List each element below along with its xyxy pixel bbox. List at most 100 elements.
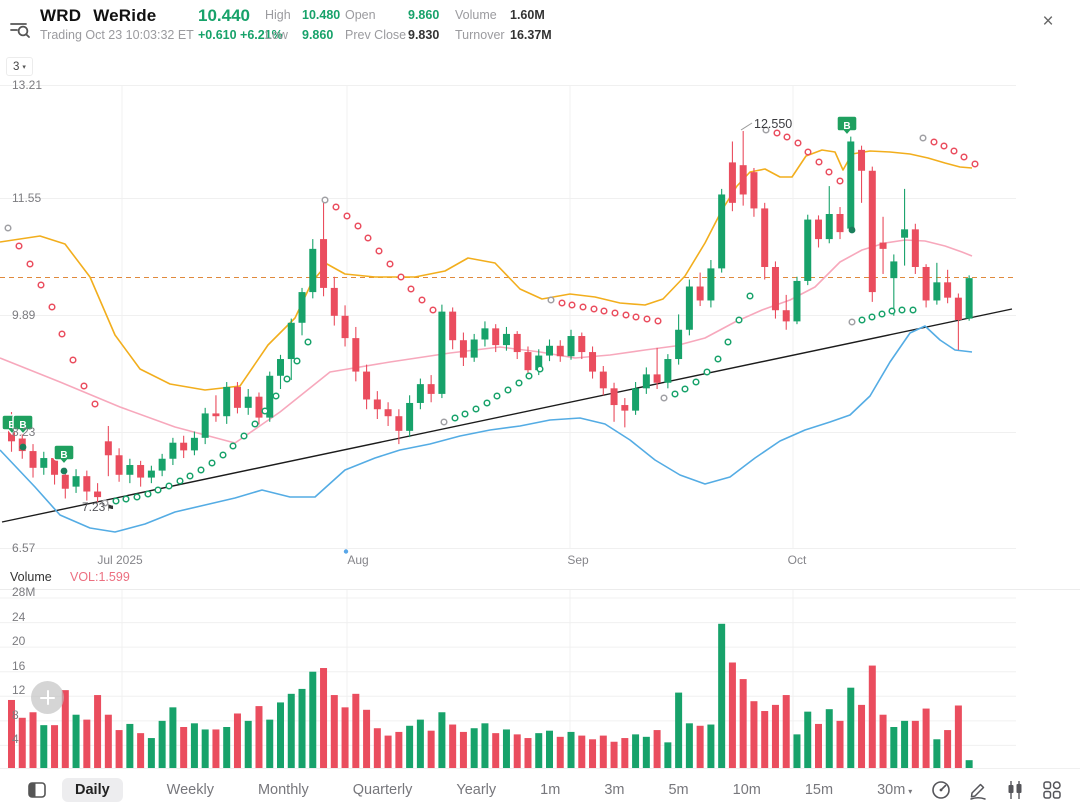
indicator-count-dropdown[interactable]: 3 ▾	[6, 57, 33, 76]
period-tab-yearly[interactable]: Yearly	[456, 782, 497, 798]
candle-body	[535, 355, 543, 371]
candle-body	[728, 162, 736, 203]
candle-body	[653, 374, 661, 383]
sar-dot	[176, 477, 184, 485]
candle-body	[513, 333, 521, 353]
ticker: WRD	[40, 6, 82, 25]
sar-dot	[332, 203, 340, 211]
flag-icon: ⚑	[106, 503, 115, 513]
sar-dot	[304, 338, 312, 346]
candle-body	[933, 282, 941, 301]
sar-dot	[794, 139, 802, 147]
volume-bar	[599, 735, 607, 768]
period-tab-monthly[interactable]: Monthly	[257, 782, 309, 798]
candlestick-chart-canvas[interactable]: B BBB	[0, 55, 1080, 768]
volume-bar	[266, 719, 274, 768]
candle-body	[890, 261, 898, 279]
volume-bar	[642, 736, 650, 768]
volume-bar	[879, 714, 887, 768]
sar-dot	[724, 338, 732, 346]
sar-dot	[407, 285, 415, 293]
stock-search-icon[interactable]	[8, 18, 32, 42]
sar-dot	[472, 405, 480, 413]
volume-bar	[707, 724, 715, 768]
panel-toggle-icon[interactable]	[28, 782, 46, 798]
buy-order-badge[interactable]: B	[12, 414, 34, 436]
candle-body	[858, 149, 866, 171]
period-tab-30m[interactable]: 30m ▾	[877, 782, 913, 798]
volume-bar	[535, 733, 543, 768]
period-tab-3m[interactable]: 3m	[604, 782, 625, 798]
candlestick-icon[interactable]	[1005, 780, 1025, 800]
volume-bar	[255, 706, 263, 768]
candle-body	[685, 286, 693, 330]
sar-dot	[58, 330, 66, 338]
period-tab-quarterly[interactable]: Quarterly	[352, 782, 413, 798]
zoom-in-button[interactable]	[31, 681, 64, 714]
stat-value: 16.37M	[510, 28, 552, 42]
sar-dot	[671, 390, 679, 398]
volume-bar	[18, 717, 26, 768]
quote-stat: Open 9.860	[345, 8, 439, 22]
sar-dot	[386, 260, 394, 268]
swing-high-price-label: 12.550	[754, 117, 793, 131]
volume-bar	[115, 730, 123, 768]
volume-bar	[804, 711, 812, 768]
volume-pane-title: Volume	[10, 570, 52, 584]
candle-body	[589, 352, 597, 372]
volume-axis-label: 4	[12, 732, 19, 747]
chevron-down-icon: ▾	[908, 787, 913, 796]
price-axis-label: 6.57	[12, 541, 36, 555]
candle-body	[922, 266, 930, 301]
volume-bar	[890, 726, 898, 768]
period-tab-5m[interactable]: 5m	[668, 782, 689, 798]
volume-bar	[201, 729, 209, 768]
candle-body	[233, 386, 241, 408]
buy-order-badge[interactable]: B	[53, 444, 75, 466]
volume-bar	[621, 738, 629, 768]
candle-body	[459, 340, 467, 358]
candle-body	[320, 239, 328, 288]
price-axis-label: 13.21	[12, 78, 43, 92]
candle-body	[137, 465, 145, 478]
period-tab-1m[interactable]: 1m	[540, 782, 561, 798]
volume-bar	[320, 668, 328, 768]
buy-fill-dot	[848, 226, 856, 234]
apps-grid-icon[interactable]	[1042, 780, 1062, 800]
event-dot[interactable]	[343, 549, 349, 554]
speedometer-icon[interactable]	[931, 780, 951, 800]
period-tab-15m[interactable]: 15m	[804, 782, 834, 798]
candle-body	[244, 396, 252, 408]
period-tab-daily[interactable]: Daily	[62, 778, 123, 802]
buy-order-badge[interactable]: B	[836, 115, 858, 137]
volume-bar	[373, 728, 381, 768]
candle-body	[395, 416, 403, 431]
volume-bar	[147, 738, 155, 768]
stat-label: Volume	[455, 8, 497, 22]
candle-body	[847, 141, 855, 229]
volume-bar	[40, 725, 48, 768]
period-tab-weekly[interactable]: Weekly	[166, 782, 214, 798]
candle-body	[180, 442, 188, 451]
candle-body	[825, 213, 833, 240]
sar-dot	[69, 356, 77, 364]
sar-dot	[714, 355, 722, 363]
volume-bar	[83, 719, 91, 768]
volume-bar	[190, 723, 198, 768]
candle-body	[201, 413, 209, 438]
candle-body	[51, 458, 59, 475]
candle-body	[664, 359, 672, 383]
sar-dot	[735, 316, 743, 324]
volume-bar	[470, 728, 478, 768]
volume-bar	[61, 690, 69, 768]
candle-body	[502, 333, 510, 346]
pen-edit-icon[interactable]	[968, 780, 988, 800]
candle-body	[438, 311, 446, 394]
sar-dot	[762, 126, 770, 134]
close-icon[interactable]: ×	[1042, 11, 1054, 32]
candle-body	[330, 287, 338, 316]
chevron-down-icon: ▾	[22, 63, 26, 71]
period-tab-10m[interactable]: 10m	[732, 782, 761, 798]
volume-axis-label: 16	[12, 658, 26, 673]
candle-body	[492, 328, 500, 346]
